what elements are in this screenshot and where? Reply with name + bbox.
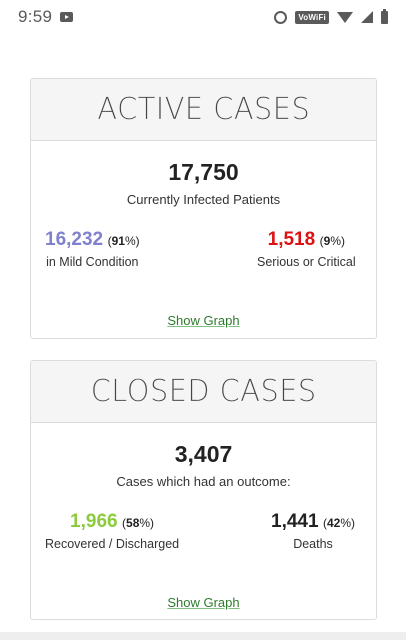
serious-critical-stat: 1,518 (9%) Serious or Critical [257, 229, 356, 269]
status-right: VoWiFi [274, 8, 388, 24]
youtube-notification-icon [60, 12, 74, 22]
status-time: 9:59 [18, 7, 53, 26]
closed-cases-card: CLOSED CASES 3,407 Cases which had an ou… [30, 360, 377, 620]
status-bar: 9:59 VoWiFi [0, 0, 406, 34]
deaths-label: Deaths [293, 537, 333, 551]
deaths-stat: 1,441 (42%) Deaths [271, 511, 355, 551]
next-card-edge [0, 632, 406, 640]
mild-condition-label: in Mild Condition [46, 255, 139, 269]
active-cases-title: ACTIVE CASES [97, 92, 310, 127]
recovered-line: 1,966 (58%) [45, 511, 179, 533]
mild-condition-percent: (91%) [107, 234, 140, 248]
closed-cases-title: CLOSED CASES [90, 374, 317, 409]
active-cases-total: 17,750 [168, 159, 239, 185]
wifi-icon [337, 11, 353, 23]
serious-critical-line: 1,518 (9%) [257, 229, 356, 251]
alarm-icon [274, 10, 288, 24]
recovered-percent: (58%) [122, 516, 155, 530]
status-left: 9:59 [18, 7, 74, 27]
signal-icon [361, 11, 373, 23]
mild-condition-value: 16,232 [45, 229, 104, 250]
recovered-label: Recovered / Discharged [45, 537, 180, 551]
recovered-value: 1,966 [70, 511, 118, 532]
active-cases-card: ACTIVE CASES 17,750 Currently Infected P… [30, 78, 377, 339]
closed-show-graph-link[interactable]: Show Graph [167, 595, 240, 610]
mild-condition-stat: 16,232 (91%) in Mild Condition [45, 229, 140, 269]
deaths-line: 1,441 (42%) [271, 511, 355, 533]
closed-cases-total-label: Cases which had an outcome: [116, 474, 291, 489]
active-cases-header: ACTIVE CASES [31, 79, 376, 141]
vowifi-badge: VoWiFi [295, 10, 329, 24]
closed-cases-total: 3,407 [174, 441, 233, 467]
serious-critical-percent: (9%) [319, 234, 345, 248]
active-cases-total-label: Currently Infected Patients [126, 192, 281, 207]
serious-critical-value: 1,518 [267, 229, 316, 250]
closed-cases-header: CLOSED CASES [31, 361, 376, 423]
serious-critical-label: Serious or Critical [257, 255, 356, 269]
mild-condition-line: 16,232 (91%) [45, 229, 140, 251]
battery-icon [381, 8, 388, 24]
deaths-percent: (42%) [323, 516, 356, 530]
recovered-stat: 1,966 (58%) Recovered / Discharged [45, 511, 179, 551]
deaths-value: 1,441 [271, 511, 319, 532]
active-show-graph-link[interactable]: Show Graph [167, 313, 240, 328]
